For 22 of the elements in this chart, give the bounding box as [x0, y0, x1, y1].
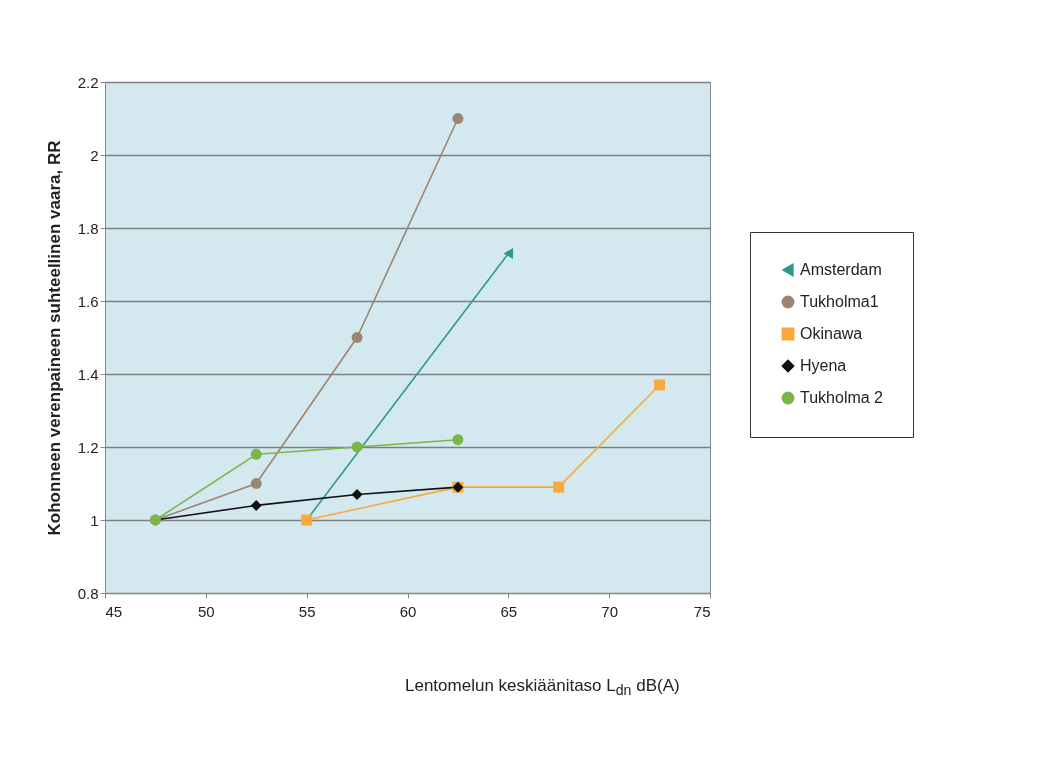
y-tick-label: 1.4 — [77, 365, 99, 383]
x-tick-label: 45 — [105, 602, 123, 620]
x-tick-label: 60 — [399, 602, 417, 620]
x-axis-title: Lentomelun keskiäänitaso L$_{dn}$ dB(A) — [405, 676, 680, 699]
x-tick-label: 75 — [693, 602, 711, 620]
legend-label: Tukholma1 — [800, 293, 879, 310]
y-tick-label: 1.6 — [77, 292, 99, 310]
y-tick-label: 2 — [90, 146, 99, 164]
legend-label: Hyena — [800, 357, 847, 374]
y-tick-label: 1.8 — [77, 219, 99, 237]
legend-label: Tukholma 2 — [800, 389, 884, 406]
legend-label: Amsterdam — [800, 261, 882, 278]
x-tick-label: 70 — [601, 602, 619, 620]
y-tick-label: 0.8 — [77, 584, 99, 602]
x-tick-label: 50 — [197, 602, 215, 620]
y-tick-label: 1.2 — [77, 438, 99, 456]
y-axis-title: Kohonneen verenpaineen suhteellinen vaara, RR — [44, 140, 64, 536]
legend-label: Okinawa — [800, 325, 863, 342]
y-tick-label: 1 — [90, 511, 99, 529]
x-tick-label: 55 — [298, 602, 316, 620]
y-tick-label: 2.2 — [77, 73, 99, 91]
x-tick-label: 65 — [500, 602, 518, 620]
